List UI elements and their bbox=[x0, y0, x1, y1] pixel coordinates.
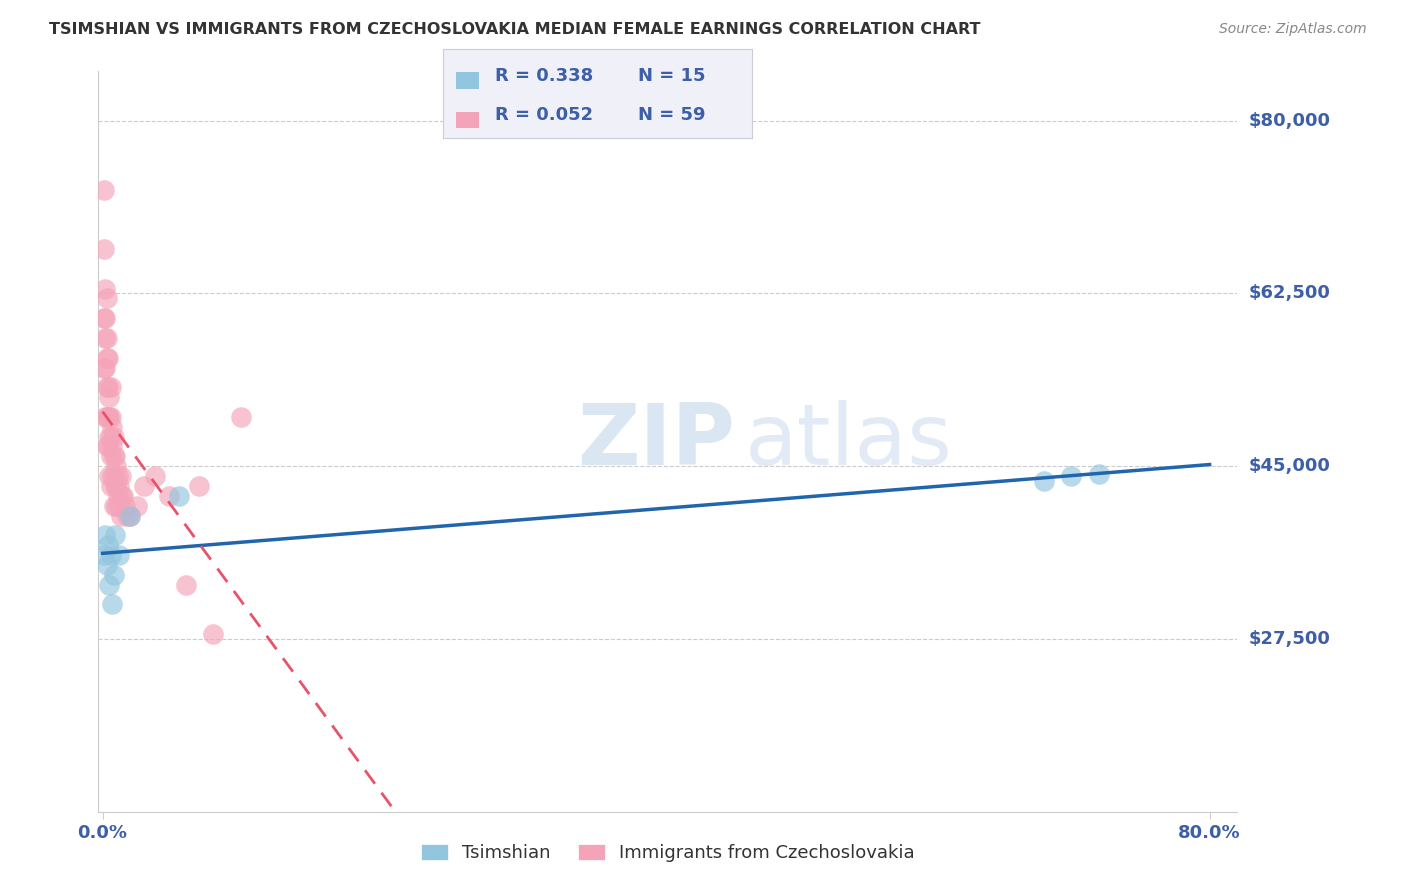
Point bbox=[167, 489, 190, 503]
Bar bbox=[456, 71, 479, 89]
Point bbox=[108, 499, 131, 513]
Point bbox=[108, 479, 131, 493]
Point bbox=[104, 528, 127, 542]
Point bbox=[103, 429, 125, 443]
Point bbox=[107, 489, 129, 503]
Point bbox=[103, 450, 125, 464]
Bar bbox=[456, 111, 479, 128]
Point bbox=[93, 242, 115, 256]
Point bbox=[103, 469, 125, 483]
Point bbox=[97, 380, 120, 394]
Point bbox=[96, 409, 118, 424]
Point bbox=[112, 489, 135, 503]
Point bbox=[96, 331, 118, 345]
Point bbox=[104, 479, 127, 493]
Point bbox=[100, 409, 122, 424]
Point bbox=[94, 360, 117, 375]
Point bbox=[103, 567, 125, 582]
Point bbox=[1088, 467, 1111, 482]
Point bbox=[96, 292, 118, 306]
Point bbox=[94, 528, 117, 542]
Point bbox=[100, 450, 122, 464]
Point bbox=[100, 479, 122, 493]
Point bbox=[94, 281, 117, 295]
Point bbox=[98, 429, 121, 443]
Point bbox=[103, 499, 125, 513]
Point bbox=[98, 469, 121, 483]
Point bbox=[202, 627, 225, 641]
Point bbox=[97, 538, 120, 552]
Text: $62,500: $62,500 bbox=[1249, 285, 1330, 302]
Point bbox=[93, 183, 115, 197]
Point bbox=[1032, 474, 1054, 488]
Point bbox=[157, 489, 180, 503]
Point bbox=[96, 440, 118, 454]
Point bbox=[114, 499, 136, 513]
Point bbox=[98, 577, 121, 591]
Text: $27,500: $27,500 bbox=[1249, 630, 1330, 648]
Text: ZIP: ZIP bbox=[576, 400, 734, 483]
Point bbox=[96, 558, 118, 572]
Point bbox=[93, 311, 115, 326]
Point bbox=[100, 380, 122, 394]
Point bbox=[229, 409, 252, 424]
Text: R = 0.338: R = 0.338 bbox=[495, 67, 593, 85]
Point bbox=[120, 508, 142, 523]
Point bbox=[94, 311, 117, 326]
Point bbox=[98, 390, 121, 404]
Point bbox=[1060, 469, 1083, 483]
Point bbox=[104, 450, 127, 464]
Point bbox=[100, 429, 122, 443]
Text: Source: ZipAtlas.com: Source: ZipAtlas.com bbox=[1219, 22, 1367, 37]
Point bbox=[188, 479, 211, 493]
Point bbox=[108, 548, 131, 562]
Point bbox=[120, 508, 142, 523]
Point bbox=[132, 479, 155, 493]
Text: R = 0.052: R = 0.052 bbox=[495, 106, 593, 124]
Point bbox=[105, 499, 128, 513]
Point bbox=[94, 409, 117, 424]
Point bbox=[93, 548, 115, 562]
Point bbox=[110, 469, 132, 483]
Point bbox=[96, 380, 118, 394]
Point bbox=[97, 440, 120, 454]
Point bbox=[93, 360, 115, 375]
Point bbox=[101, 598, 124, 612]
Text: N = 59: N = 59 bbox=[638, 106, 706, 124]
Point bbox=[105, 459, 128, 474]
Point bbox=[101, 440, 124, 454]
Text: atlas: atlas bbox=[745, 400, 953, 483]
Point bbox=[97, 351, 120, 365]
Point bbox=[143, 469, 166, 483]
Point bbox=[107, 469, 129, 483]
Legend: Tsimshian, Immigrants from Czechoslovakia: Tsimshian, Immigrants from Czechoslovaki… bbox=[413, 837, 922, 870]
Point bbox=[97, 409, 120, 424]
Point bbox=[110, 508, 132, 523]
Point bbox=[100, 548, 122, 562]
Point bbox=[117, 508, 139, 523]
Point bbox=[98, 409, 121, 424]
Point bbox=[105, 479, 128, 493]
Point bbox=[127, 499, 149, 513]
Point bbox=[101, 469, 124, 483]
Text: $80,000: $80,000 bbox=[1249, 112, 1330, 129]
Text: N = 15: N = 15 bbox=[638, 67, 706, 85]
Point bbox=[101, 419, 124, 434]
Point bbox=[94, 331, 117, 345]
Text: TSIMSHIAN VS IMMIGRANTS FROM CZECHOSLOVAKIA MEDIAN FEMALE EARNINGS CORRELATION C: TSIMSHIAN VS IMMIGRANTS FROM CZECHOSLOVA… bbox=[49, 22, 981, 37]
Point bbox=[174, 577, 197, 591]
Point bbox=[96, 351, 118, 365]
Point bbox=[111, 489, 134, 503]
Text: $45,000: $45,000 bbox=[1249, 458, 1330, 475]
